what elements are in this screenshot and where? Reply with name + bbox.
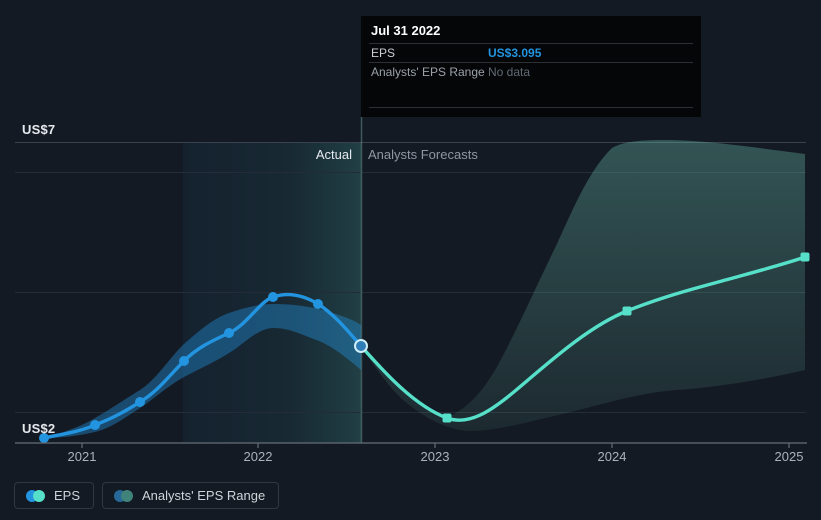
forecast-point[interactable]	[622, 306, 632, 316]
legend-eps-label: EPS	[54, 488, 81, 503]
tooltip-eps-value: US$3.095	[488, 46, 542, 60]
eps-point[interactable]	[224, 328, 234, 338]
tooltip-footer-divider	[369, 107, 693, 108]
y-axis-label-top: US$7	[22, 122, 56, 137]
eps-point[interactable]	[90, 420, 100, 430]
eps-point[interactable]	[268, 292, 278, 302]
legend-chip-eps[interactable]: EPS	[14, 482, 95, 509]
analysts-range-series-icon	[114, 489, 134, 502]
forecast-eps-line[interactable]	[359, 255, 807, 422]
forecast-range-area	[363, 140, 805, 431]
tooltip-range-value: No data	[488, 65, 531, 79]
x-tick-label-2024: 2024	[597, 449, 627, 464]
x-tick-label-2023: 2023	[420, 449, 450, 464]
eps-point[interactable]	[179, 356, 189, 366]
section-label-actual: Actual	[315, 147, 352, 162]
eps-point-selected[interactable]	[354, 339, 368, 353]
legend-chip-analysts-eps-range[interactable]: Analysts' EPS Range	[102, 482, 280, 509]
tooltip-eps-label: EPS	[371, 46, 396, 60]
eps-point[interactable]	[135, 397, 145, 407]
tooltip-row-eps: EPS US$3.095	[369, 44, 693, 63]
x-tick-label-2021: 2021	[67, 449, 97, 464]
eps-series-icon	[26, 489, 45, 502]
tooltip-date: Jul 31 2022	[369, 16, 693, 44]
x-tick-label-2025: 2025	[774, 449, 804, 464]
tooltip-range-label: Analysts' EPS Range	[371, 65, 485, 79]
x-tick-label-2022: 2022	[243, 449, 273, 464]
legend: EPS Analysts' EPS Range	[14, 482, 280, 509]
tooltip-row-range: Analysts' EPS Range No data	[369, 63, 693, 81]
forecast-point[interactable]	[800, 252, 810, 262]
eps-point[interactable]	[313, 299, 323, 309]
legend-range-label: Analysts' EPS Range	[142, 488, 266, 503]
eps-point[interactable]	[39, 433, 49, 443]
section-label-forecasts: Analysts Forecasts	[368, 147, 478, 162]
y-axis-label-bottom: US$2	[22, 421, 56, 436]
tooltip: Jul 31 2022 EPS US$3.095 Analysts' EPS R…	[361, 16, 701, 117]
forecast-point[interactable]	[442, 413, 452, 423]
actual-range-band	[44, 304, 361, 438]
